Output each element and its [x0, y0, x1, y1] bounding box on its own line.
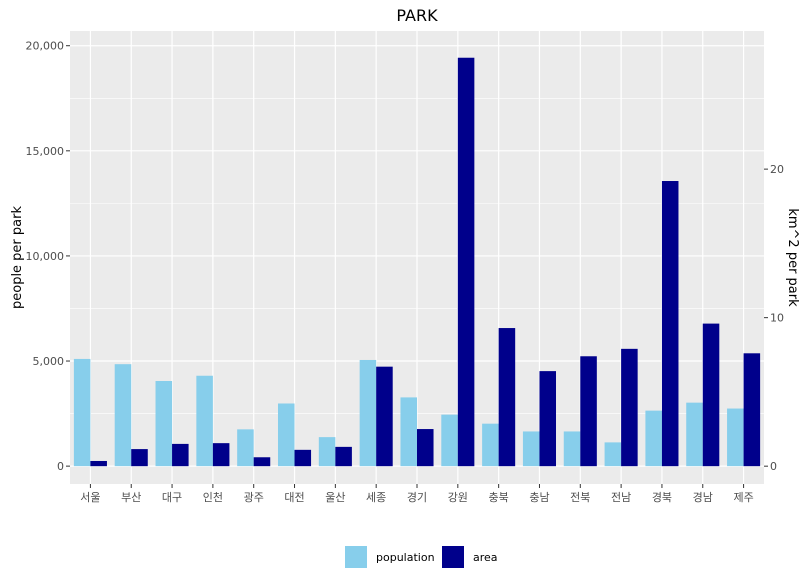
x-tick-label: 제주 [733, 491, 753, 504]
x-tick-label: 전남 [611, 491, 631, 504]
x-tick-label: 경북 [652, 491, 672, 504]
x-tick-label: 서울 [80, 491, 100, 504]
bar-population [237, 429, 254, 467]
bar-area [743, 353, 761, 467]
bar-area [417, 429, 434, 467]
bar-population [359, 359, 377, 467]
bar-population [400, 397, 417, 467]
y-axis-right: 0 10 20 [764, 163, 784, 473]
bar-population [563, 431, 581, 467]
x-tick-label: 광주 [244, 491, 264, 504]
bar-area [335, 446, 352, 467]
legend-label-area: area [473, 551, 498, 564]
bar-population [441, 414, 458, 467]
bar-area [498, 328, 516, 467]
bar-population [155, 380, 173, 467]
bar-area [90, 460, 107, 467]
x-tick-label: 울산 [325, 491, 345, 504]
bar-population [604, 442, 622, 467]
bar-population [482, 423, 499, 467]
y-axis-left: 0 5,000 10,000 15,000 20,000 [26, 40, 70, 473]
legend-label-population: population [376, 551, 435, 564]
legend-swatch-population [345, 546, 367, 568]
y-tick-label-left: 20,000 [26, 40, 65, 53]
x-tick-label: 충북 [489, 491, 509, 504]
bar-population [277, 403, 295, 467]
bar-population [318, 437, 336, 467]
y-tick-label-right: 10 [770, 312, 784, 325]
y-tick-label-left: 15,000 [26, 145, 65, 158]
bar-area [172, 443, 189, 467]
x-tick-label: 대구 [162, 491, 182, 504]
bar-area [621, 348, 638, 467]
x-tick-label: 경남 [693, 491, 713, 504]
bars [73, 57, 761, 467]
bar-area [253, 457, 271, 467]
bar-area [661, 181, 679, 467]
y-tick-label-left: 5,000 [33, 355, 65, 368]
y-axis-title-left: people per park [10, 206, 25, 309]
x-tick-label: 경기 [407, 491, 427, 504]
y-tick-label-right: 20 [770, 163, 784, 176]
x-tick-label: 강원 [448, 491, 468, 504]
bar-area [539, 371, 557, 467]
chart-title: PARK [396, 6, 438, 25]
x-axis: 서울 부산 대구 인천 광주 대전 울산 세종 경기 강원 충북 충남 전북 전남 경북 경남 제주 [80, 484, 754, 504]
y-tick-label-left: 10,000 [26, 250, 65, 263]
x-tick-label: 인천 [203, 490, 223, 504]
x-tick-label: 전북 [570, 491, 590, 504]
bar-area [212, 443, 230, 467]
legend: population area [345, 546, 498, 568]
bar-population [686, 402, 703, 467]
bar-area [376, 366, 393, 467]
bar-area [580, 356, 597, 467]
bar-area [702, 323, 720, 467]
y-tick-label-left: 0 [57, 460, 64, 473]
legend-swatch-area [442, 546, 464, 568]
bar-population [727, 408, 744, 467]
bar-population [522, 431, 540, 467]
bar-population [114, 364, 132, 467]
y-axis-title-right: km^2 per park [785, 208, 800, 307]
bar-population [645, 410, 662, 467]
bar-population [196, 375, 213, 467]
bar-area [294, 449, 312, 467]
bar-area [131, 449, 148, 467]
bar-area [457, 57, 475, 467]
x-tick-label: 대전 [284, 491, 304, 504]
x-tick-label: 부산 [121, 491, 141, 504]
y-tick-label-right: 0 [770, 460, 777, 473]
x-tick-label: 세종 [366, 491, 386, 504]
x-tick-label: 충남 [529, 491, 549, 504]
bar-population [73, 358, 91, 467]
